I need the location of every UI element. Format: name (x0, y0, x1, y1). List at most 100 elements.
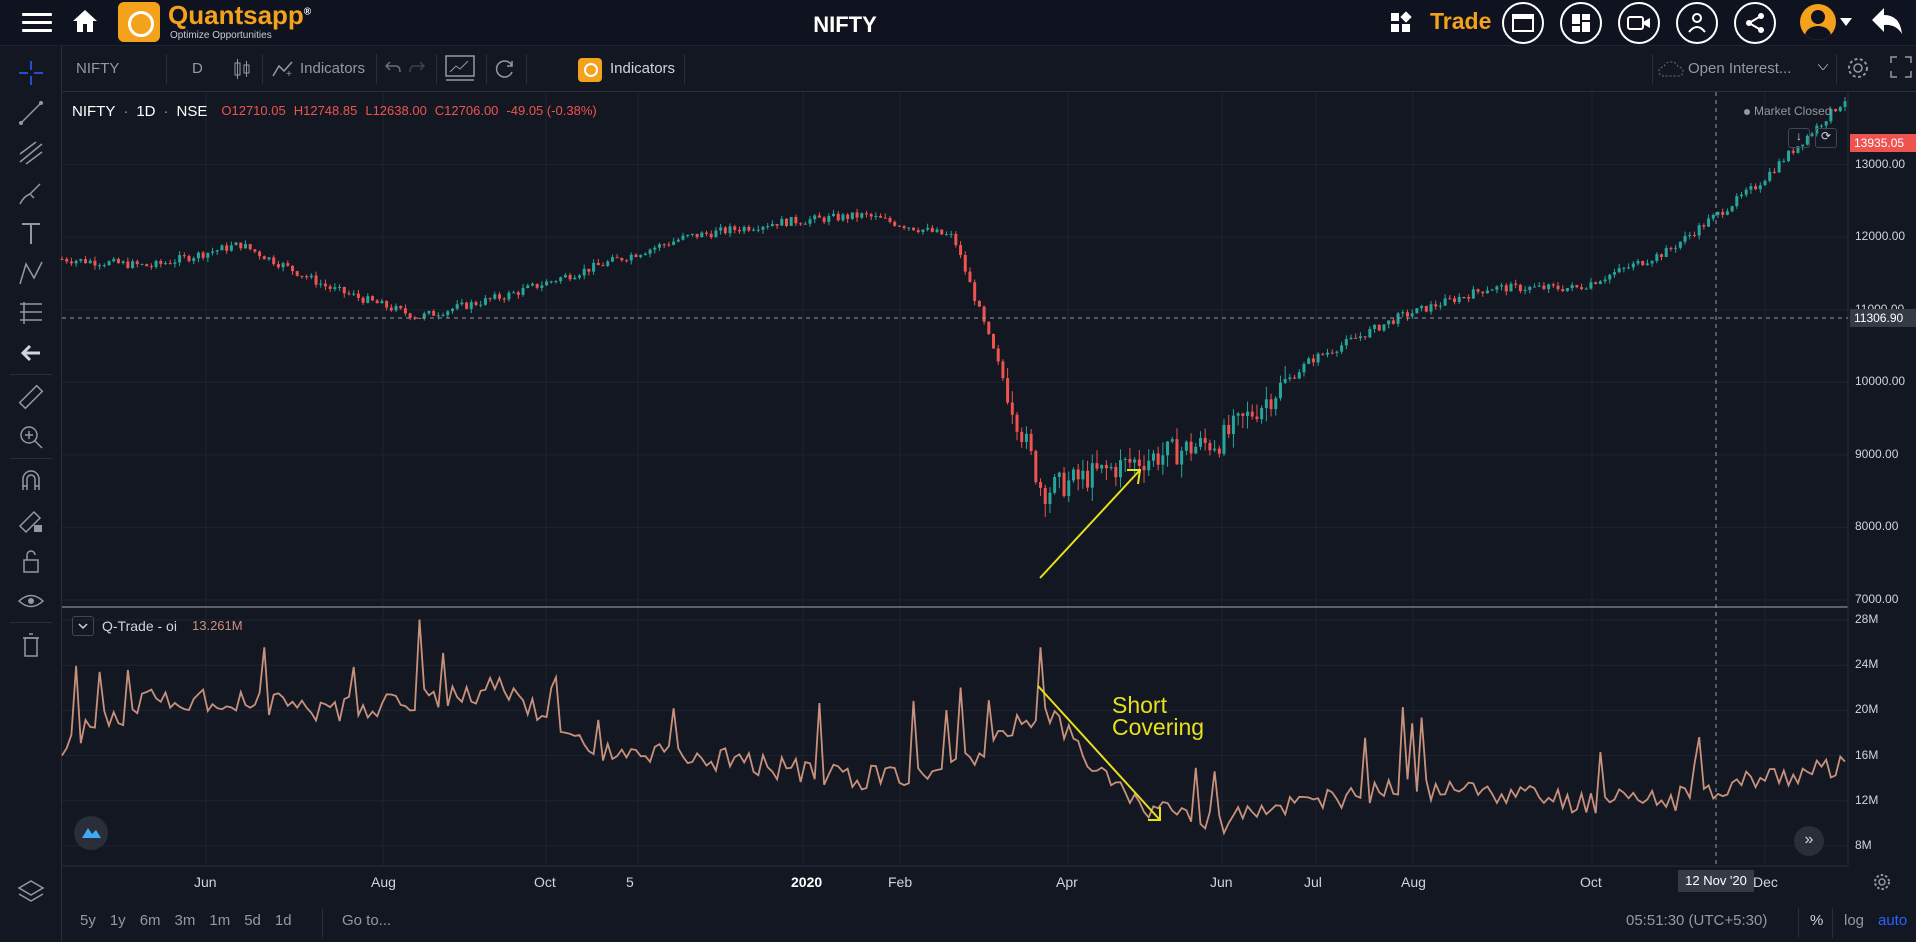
candle-body (460, 302, 464, 305)
short-covering-annotation[interactable]: Short Covering (1112, 692, 1205, 740)
candle-body (201, 252, 205, 258)
brand-name[interactable]: Quantsapp® (168, 0, 312, 30)
collapse-pane-icon[interactable] (72, 616, 94, 636)
candle-body (803, 223, 807, 225)
select-chevron-icon[interactable] (1818, 64, 1828, 70)
symbol-search[interactable]: NIFTY (76, 60, 120, 77)
candle-body (1561, 289, 1565, 292)
screenshot-icon[interactable] (444, 54, 476, 84)
settings-icon[interactable] (1846, 56, 1870, 80)
candle-body (1161, 455, 1165, 465)
candle-body (1565, 288, 1569, 292)
candle-body (342, 286, 346, 294)
indicators-icon[interactable]: + (272, 60, 294, 78)
download-icon[interactable]: ↓ (1788, 128, 1810, 148)
zoom-in-icon[interactable] (16, 422, 46, 452)
home-icon[interactable] (70, 6, 100, 36)
goto-button[interactable]: Go to... (342, 912, 392, 929)
candle-body (1429, 304, 1433, 312)
candle-body (135, 261, 139, 265)
range-button-1m[interactable]: 1m (209, 912, 231, 929)
share-icon[interactable] (1734, 2, 1776, 44)
trade-icon[interactable] (1388, 10, 1414, 36)
indicators-button[interactable]: Indicators (300, 60, 366, 77)
quantsapp-logo-icon[interactable] (118, 2, 160, 42)
candle-body (427, 310, 431, 314)
refresh-icon[interactable] (494, 58, 516, 80)
range-button-5y[interactable]: 5y (80, 912, 96, 929)
arrow-left-icon[interactable] (16, 338, 46, 368)
candle-body (1645, 263, 1649, 266)
pattern-icon[interactable] (16, 258, 46, 288)
oi-select[interactable]: Open Interest... (1688, 60, 1792, 77)
candle-body (131, 261, 135, 268)
range-button-5d[interactable]: 5d (244, 912, 261, 929)
magnet-icon[interactable] (16, 466, 46, 496)
price-axis[interactable]: 13000.0012000.0011000.0010000.009000.008… (1849, 92, 1916, 866)
candle-body (1104, 464, 1108, 469)
axis-settings-icon[interactable] (1872, 872, 1892, 892)
brush-icon[interactable] (16, 178, 46, 208)
candle-body (1674, 247, 1678, 249)
trade-button[interactable]: Trade (1430, 8, 1492, 34)
back-icon[interactable] (1870, 6, 1904, 38)
candle-body (1222, 424, 1226, 454)
candle-body (1114, 466, 1118, 478)
fib-tool-icon[interactable] (16, 138, 46, 168)
status-dot-icon (1744, 108, 1750, 115)
candle-body (540, 285, 544, 288)
legend-symbol[interactable]: NIFTY (72, 103, 116, 120)
eye-icon[interactable] (16, 586, 46, 616)
trend-line-icon[interactable] (16, 98, 46, 128)
layers-icon[interactable] (16, 876, 46, 906)
candle-type-icon[interactable] (232, 58, 252, 80)
candle-body (173, 262, 177, 264)
q-indicators-button[interactable]: Indicators (610, 60, 676, 77)
prediction-icon[interactable] (16, 298, 46, 328)
candle-body (1166, 441, 1170, 456)
q-indicators-icon[interactable] (578, 58, 602, 82)
candle-body (1754, 186, 1758, 190)
dashboard-icon[interactable] (1560, 2, 1602, 44)
user-avatar-icon[interactable] (1800, 4, 1836, 40)
candle-body (963, 255, 967, 272)
unlock-icon[interactable] (16, 546, 46, 576)
lock-drawing-icon[interactable] (16, 506, 46, 536)
up-trend-arrow[interactable] (1039, 469, 1141, 579)
trash-icon[interactable] (16, 630, 46, 660)
app-header: Quantsapp® Optimize Opportunities NIFTY … (0, 0, 1916, 46)
crosshair-icon[interactable] (16, 58, 46, 88)
chevron-down-icon[interactable] (1840, 18, 1852, 26)
candle-body (1119, 460, 1123, 478)
help-icon[interactable] (1676, 2, 1718, 44)
time-axis[interactable]: Jun Aug Oct 5 2020 Feb Apr Jun Jul Aug Oct Dec (62, 866, 1848, 898)
log-toggle[interactable]: log (1844, 912, 1865, 929)
auto-toggle[interactable]: auto (1878, 912, 1908, 929)
redo-icon[interactable] (408, 60, 426, 76)
range-button-1d[interactable]: 1d (274, 912, 292, 929)
time-tick-label: Oct (534, 874, 556, 890)
range-button-3m[interactable]: 3m (174, 912, 196, 929)
window-icon[interactable] (1502, 2, 1544, 44)
menu-icon[interactable] (22, 10, 52, 34)
undo-icon[interactable] (384, 60, 402, 76)
range-button-6m[interactable]: 6m (139, 912, 161, 929)
text-icon[interactable] (16, 218, 46, 248)
indicator-name[interactable]: Q-Trade - oi (102, 618, 177, 634)
candle-body (1758, 185, 1762, 190)
sync-icon[interactable]: ⟳ (1815, 128, 1837, 148)
video-icon[interactable] (1618, 2, 1660, 44)
candle-body (521, 288, 525, 295)
quantsapp-watermark-icon[interactable] (74, 816, 108, 850)
percent-toggle[interactable]: % (1810, 912, 1824, 929)
ruler-icon[interactable] (16, 382, 46, 412)
candle-body (436, 315, 440, 317)
range-button-1y[interactable]: 1y (109, 912, 126, 929)
fullscreen-icon[interactable] (1890, 56, 1912, 78)
scroll-to-realtime-icon[interactable]: » (1794, 826, 1824, 856)
interval-selector[interactable]: D (192, 60, 203, 77)
candle-body (639, 255, 643, 258)
oi-line (61, 619, 1846, 836)
candle-body (940, 229, 944, 235)
